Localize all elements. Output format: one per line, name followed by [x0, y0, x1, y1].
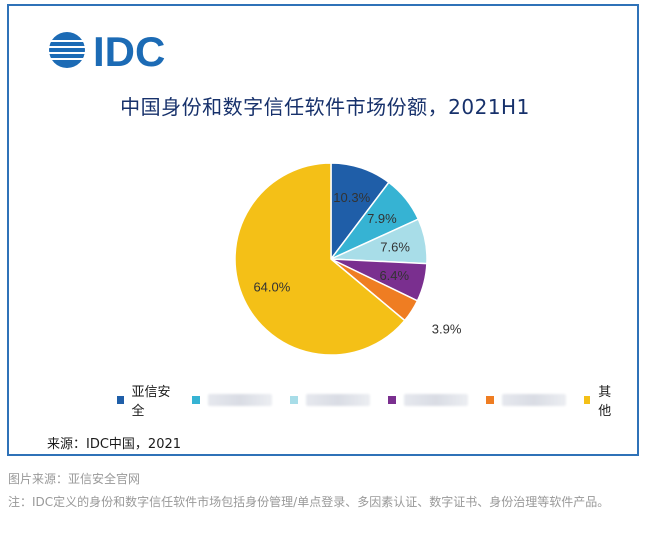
slice-label-5: 64.0%: [253, 280, 290, 295]
slice-label-2: 7.6%: [380, 240, 410, 255]
legend-swatch-1: [191, 396, 200, 404]
legend-label-1: [207, 394, 272, 406]
legend: 亚信安全 其他: [117, 385, 637, 419]
pie-chart: 10.3% 7.9% 7.6% 6.4% 3.9% 64.0%: [234, 162, 462, 356]
footnote: 注：IDC定义的身份和数字信任软件市场包括身份管理/单点登录、多因素认证、数字证…: [8, 495, 610, 509]
chart-card: IDC 中国身份和数字信任软件市场份额，2021H1 10.3% 7.9% 7.6%…: [7, 4, 639, 456]
legend-item-3: [387, 394, 468, 406]
logo-text: IDC: [93, 28, 165, 74]
legend-swatch-2: [289, 396, 298, 404]
chart-title: 中国身份和数字信任软件市场份额，2021H1: [120, 95, 530, 119]
legend-item-0: 亚信安全: [117, 381, 174, 419]
legend-swatch-3: [387, 396, 396, 404]
legend-item-2: [289, 394, 370, 406]
legend-label-4: [501, 394, 566, 406]
legend-swatch-4: [485, 396, 494, 404]
legend-item-1: [191, 394, 272, 406]
source-text: 来源：IDC中国，2021: [47, 437, 182, 452]
slice-label-3: 6.4%: [379, 268, 409, 283]
legend-label-5: 其他: [598, 385, 612, 419]
legend-swatch-5: [583, 396, 591, 404]
legend-swatch-0: [117, 396, 124, 404]
legend-label-2: [305, 394, 370, 406]
slice-label-1: 7.9%: [367, 211, 397, 226]
legend-item-5: 其他: [583, 381, 619, 419]
legend-label-0: 亚信安全: [131, 385, 171, 419]
legend-item-4: [485, 394, 566, 406]
slice-label-4: 3.9%: [432, 321, 462, 336]
slice-label-0: 10.3%: [333, 190, 370, 205]
idc-logo: IDC: [49, 28, 165, 74]
legend-label-3: [403, 394, 468, 406]
image-caption: 图片来源：亚信安全官网: [8, 472, 141, 486]
pie-slice-5: [234, 162, 406, 356]
globe-icon: [49, 32, 85, 68]
